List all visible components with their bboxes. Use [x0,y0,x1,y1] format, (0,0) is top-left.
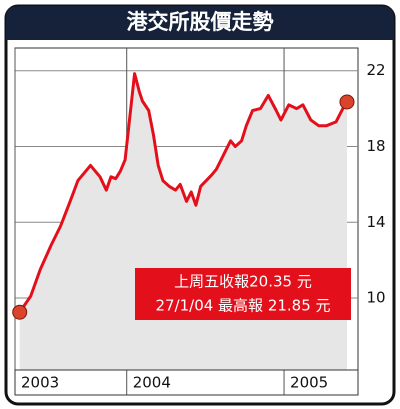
y-tick-label: 14 [366,213,385,231]
x-axis-band [14,369,359,396]
end-marker [12,304,28,320]
title-bar [6,6,394,40]
x-tick-label: 2004 [133,374,171,392]
annotation: 上周五收報20.35 元 [174,273,312,291]
annotation-box [135,268,351,320]
y-tick-label: 10 [366,289,385,307]
end-marker [339,94,355,110]
x-tick-label: 2003 [21,374,59,392]
y-tick-label: 18 [366,137,385,155]
x-tick-label: 2005 [290,374,328,392]
chart-title: 港交所股價走勢 [127,10,274,34]
line [18,72,349,314]
y-tick-label: 22 [366,61,385,79]
annotation: 27/1/04 最高報 21.85 元 [155,297,330,315]
